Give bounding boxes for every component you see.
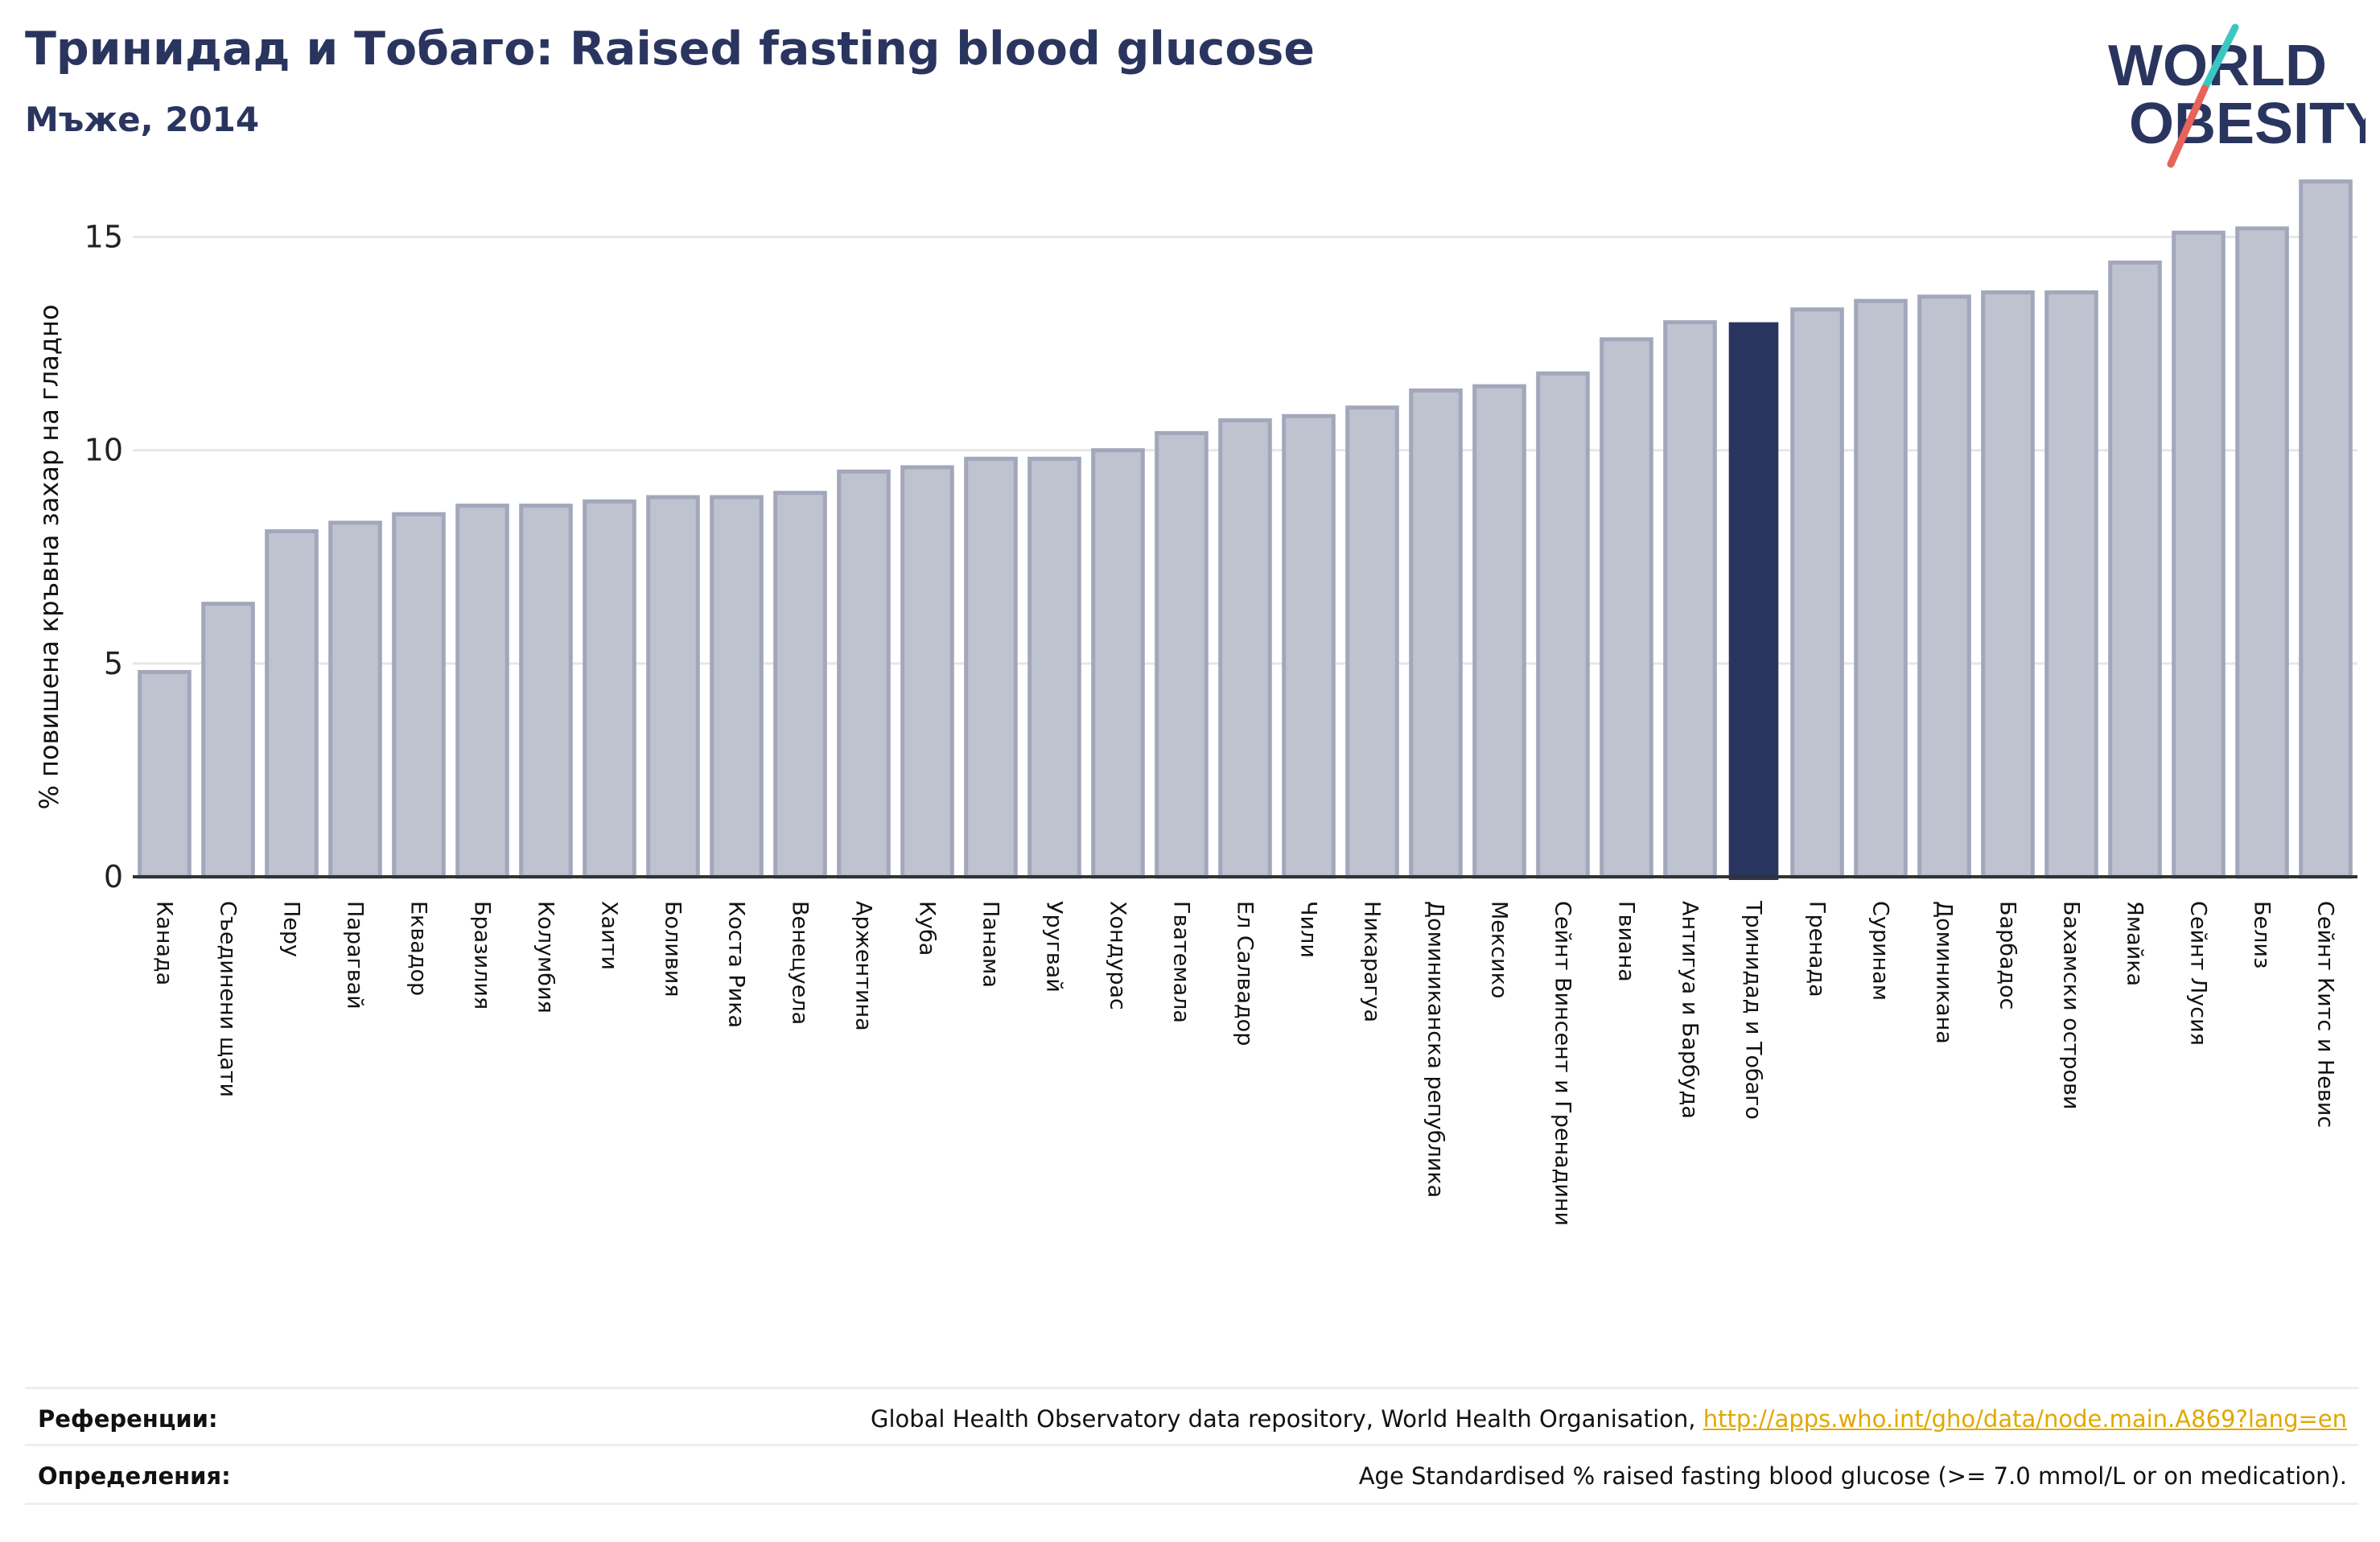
bar [138,669,191,879]
references-row: Референции: Global Health Observatory da… [25,1387,2358,1445]
bar [1663,320,1717,879]
x-tick-label: Боливия [661,901,686,997]
x-tick-label: Бахамски острови [2059,901,2084,1109]
x-tick-label: Съединени щати [216,901,241,1097]
x-tick-label: Суринам [1868,901,1893,1001]
bar [773,491,827,879]
x-tick-label: Ямайка [2123,901,2147,986]
logo-line-2: OBESITY [2129,92,2366,156]
x-tick-label: Тринидад и Тобаго [1741,900,1766,1120]
bar [1218,418,1272,879]
bar [1472,384,1526,879]
definitions-row: Определения: Age Standardised % raised f… [25,1444,2358,1505]
logo-slash-top [2201,23,2239,93]
bar [519,504,573,879]
chart-subtitle: Мъже, 2014 [25,100,260,139]
x-tick-label: Гватемала [1169,901,1194,1023]
references-text: Global Health Observatory data repositor… [870,1405,1696,1433]
x-tick-label: Куба [915,901,940,956]
x-tick-label: Сейнт Китс и Невис [2313,901,2338,1128]
bar [1027,456,1081,879]
x-tick-label: Никарагуа [1360,901,1385,1022]
x-tick-label: Венецуела [788,901,813,1025]
x-tick-label: Хаити [597,901,622,970]
x-tick-label: Перу [279,901,304,957]
bar [2172,230,2226,879]
bar [1409,388,1463,879]
bar [455,504,509,879]
references-link[interactable]: http://apps.who.int/gho/data/node.main.A… [1703,1405,2347,1433]
bar [1917,294,1971,879]
logo-slash-bottom [2167,84,2209,168]
x-tick-label: Парагвай [343,901,368,1009]
x-tick-label: Мексико [1487,901,1512,998]
bar [1345,405,1399,879]
bar [837,469,891,879]
bar [1536,371,1590,879]
bar [1981,290,2035,879]
references-label: Референции: [38,1405,218,1433]
bar [2108,260,2162,879]
x-tick-label: Сейнт Лусия [2186,901,2211,1046]
y-axis-label: % повишена кръвна захар на гладно [34,304,64,809]
x-tick-label: Аржентина [851,901,876,1031]
bar [1282,413,1336,879]
highlight-bar [1728,322,1779,880]
bar [1155,430,1209,879]
x-tick-label: Белиз [2250,901,2275,968]
x-tick-label: Ел Салвадор [1233,901,1258,1046]
y-tick-label: 5 [104,646,123,681]
bar [1854,298,1908,879]
bar [1091,448,1145,879]
y-tick-label: 10 [84,433,123,468]
bar [265,528,319,879]
bar [1790,307,1844,879]
x-tick-label: Еквадор [406,901,431,996]
bar [2044,290,2098,879]
x-tick-label: Колумбия [533,901,558,1014]
bar [710,495,764,879]
bar [900,465,954,879]
bar [392,512,446,879]
bar [328,520,382,879]
definitions-label: Определения: [38,1462,231,1490]
x-tick-label: Доминиканска република [1423,901,1448,1198]
x-tick-label: Канада [152,901,177,985]
x-tick-label: Барбадос [1995,901,2020,1009]
bar [2299,179,2353,879]
x-tick-label: Гренада [1805,901,1830,997]
x-tick-label: Уругвай [1042,901,1067,993]
x-tick-label: Антигуа и Барбуда [1678,901,1703,1119]
bar [1600,337,1653,879]
x-tick-label: Коста Рика [724,901,749,1028]
x-tick-label: Доминикана [1932,901,1957,1044]
bar [2235,226,2289,879]
x-tick-label: Сейнт Винсент и Гренадини [1550,901,1575,1226]
bar-chart: 0 5 10 15 % повишена кръвна захар на гладно К… [34,179,2357,1226]
x-tick-label: Хондурас [1106,901,1130,1010]
x-tick-label: Бразилия [470,901,495,1009]
chart-title: Тринидад и Тобаго: Raised fasting blood … [25,23,1316,76]
world-obesity-logo: WORLD OBESITY [2108,23,2366,168]
x-tick-label: Панама [978,901,1003,988]
y-tick-label: 0 [104,859,123,894]
bar [201,602,255,879]
definitions-text: Age Standardised % raised fasting blood … [1358,1462,2347,1490]
y-tick-label: 15 [84,220,123,255]
x-tick-label: Гвиана [1614,901,1639,982]
bar [964,456,1018,879]
x-tick-label: Чили [1296,901,1321,958]
bar [583,499,636,879]
references-value: Global Health Observatory data repositor… [871,1405,2347,1433]
bar [646,495,700,879]
